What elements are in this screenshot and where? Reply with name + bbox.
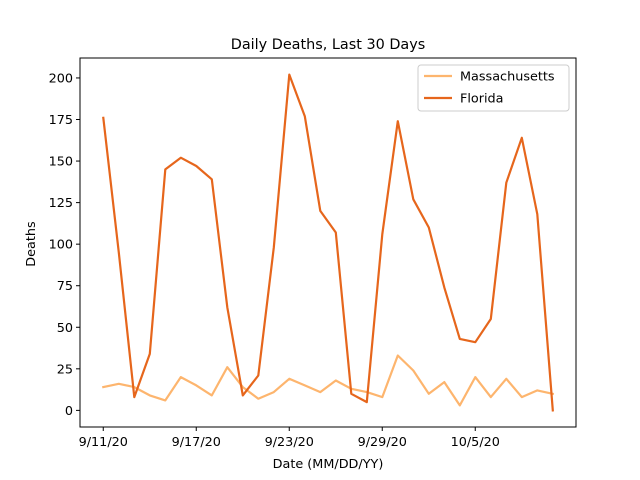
x-tick-label: 9/11/20 <box>79 435 128 450</box>
chart-title: Daily Deaths, Last 30 Days <box>231 37 426 53</box>
plot-area: 0 25 50 75 100 125 150 175 200 9/11/20 9/17/20 9/23… <box>49 57 577 450</box>
legend-label-massachusetts: Massachusetts <box>460 70 555 85</box>
x-tick-label: 10/5/20 <box>451 435 500 450</box>
y-tick-label: 0 <box>65 404 73 419</box>
x-tick-label: 9/29/20 <box>358 435 407 450</box>
series-line-florida <box>102 73 554 412</box>
y-tick-label: 25 <box>57 362 73 377</box>
x-tick-label: 9/23/20 <box>265 435 314 450</box>
y-tick-label: 175 <box>49 113 73 128</box>
legend-label-florida: Florida <box>460 92 504 107</box>
y-tick-label: 50 <box>57 321 73 336</box>
x-axis-label: Date (MM/DD/YY) <box>273 457 384 472</box>
y-tick-label: 150 <box>49 155 73 170</box>
axes-frame <box>79 57 577 428</box>
legend-box <box>417 64 570 112</box>
y-axis-label: Deaths <box>24 221 39 267</box>
series-line-massachusetts <box>101 354 555 407</box>
y-tick-label: 200 <box>49 71 73 86</box>
x-tick-label: 9/17/20 <box>172 435 221 450</box>
y-tick-label: 125 <box>49 196 73 211</box>
y-tick-label: 100 <box>49 238 73 253</box>
y-tick-label: 75 <box>57 279 73 294</box>
legend: Massachusetts Florida <box>417 64 570 112</box>
